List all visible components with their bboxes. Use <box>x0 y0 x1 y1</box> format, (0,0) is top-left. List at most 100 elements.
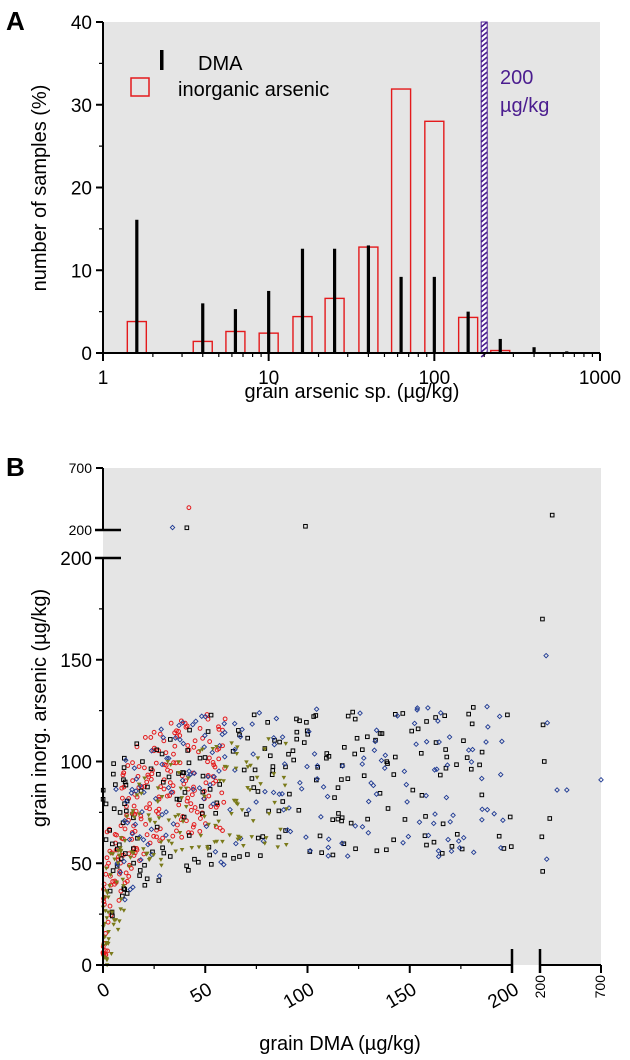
point-square <box>392 754 398 760</box>
point-circle <box>172 730 178 736</box>
point-diamond <box>298 785 305 792</box>
point-circle <box>173 760 179 766</box>
point-circle <box>188 801 194 807</box>
point-triangle <box>229 812 234 817</box>
point-circle <box>206 793 212 799</box>
point-triangle <box>176 770 182 775</box>
point-circle <box>203 780 209 786</box>
point-square <box>354 735 360 741</box>
point-diamond <box>220 861 227 868</box>
point-diamond <box>158 726 165 733</box>
point-triangle <box>141 847 146 852</box>
point-circle <box>142 735 148 740</box>
threshold-hatch <box>480 86 488 93</box>
point-triangle <box>155 786 161 791</box>
x-tick-label-a: 1000 <box>579 368 621 389</box>
point-square <box>244 811 249 817</box>
point-triangle <box>114 880 120 885</box>
point-circle <box>194 809 200 815</box>
threshold-hatch <box>480 166 488 173</box>
threshold-hatch <box>480 151 488 158</box>
threshold-hatch <box>480 76 488 83</box>
point-circle <box>170 789 176 795</box>
point-square <box>186 760 192 766</box>
point-circle <box>205 759 210 765</box>
point-triangle <box>281 775 287 780</box>
threshold-hatch <box>480 226 488 233</box>
point-circle <box>183 724 189 730</box>
point-diamond <box>403 781 410 788</box>
point-diamond <box>435 718 441 724</box>
point-circle <box>185 743 191 748</box>
point-square <box>258 853 263 858</box>
point-square <box>118 856 124 861</box>
point-diamond <box>128 790 135 796</box>
point-circle <box>190 824 196 830</box>
point-diamond <box>216 768 222 774</box>
point-square <box>290 748 296 754</box>
point-circle <box>126 874 132 879</box>
point-circle <box>216 756 222 762</box>
threshold-hatch <box>480 181 488 188</box>
point-circle <box>144 779 150 785</box>
point-square <box>291 757 297 763</box>
y-axis-label-b: grain inorg. arsenic (µg/kg) <box>29 589 51 827</box>
point-diamond <box>304 763 310 770</box>
point-circle <box>167 793 173 798</box>
point-square <box>539 834 545 840</box>
point-square <box>341 841 347 847</box>
point-diamond <box>413 741 419 748</box>
point-diamond <box>479 806 486 813</box>
point-triangle <box>183 804 189 809</box>
point-diamond <box>139 809 145 815</box>
point-circle <box>189 792 195 798</box>
x-tick-label-a: 10 <box>258 368 279 389</box>
threshold-hatch <box>480 131 488 138</box>
point-diamond <box>196 785 203 791</box>
point-square <box>184 863 189 869</box>
point-square <box>324 751 330 756</box>
threshold-hatch <box>480 196 488 203</box>
point-diamond <box>233 840 239 847</box>
point-diamond <box>203 823 210 830</box>
point-circle <box>206 755 212 761</box>
point-diamond <box>287 828 294 835</box>
point-circle <box>205 772 211 778</box>
point-square <box>241 767 247 773</box>
point-circle <box>130 760 135 766</box>
point-diamond <box>373 791 380 797</box>
point-triangle <box>103 866 109 871</box>
point-circle <box>120 772 126 778</box>
point-diamond <box>469 746 476 753</box>
point-triangle <box>139 791 144 796</box>
point-diamond <box>303 834 309 841</box>
threshold-hatch <box>480 326 488 333</box>
point-square <box>352 751 358 757</box>
point-triangle <box>122 839 128 844</box>
point-diamond <box>598 776 604 783</box>
point-square <box>154 824 160 830</box>
point-circle <box>142 783 148 789</box>
point-circle <box>143 821 148 827</box>
point-diamond <box>554 787 560 793</box>
point-circle <box>174 822 180 828</box>
threshold-hatch <box>480 216 488 223</box>
point-circle <box>162 762 167 768</box>
point-square <box>156 878 162 883</box>
point-diamond <box>163 832 169 839</box>
point-triangle <box>111 918 117 923</box>
point-circle <box>119 795 125 801</box>
point-diamond <box>468 759 475 765</box>
axes-a: 0 10 20 30 40 1 10 100 1000 <box>71 13 621 389</box>
point-square <box>384 847 389 853</box>
y-tick-label-a: 20 <box>71 179 92 200</box>
point-triangle <box>142 776 147 781</box>
point-square <box>479 792 485 798</box>
point-diamond <box>314 775 321 782</box>
point-circle <box>112 881 117 887</box>
point-diamond <box>202 732 208 739</box>
point-diamond <box>311 751 318 757</box>
point-circle <box>181 781 187 787</box>
point-square <box>209 862 214 867</box>
point-triangle <box>283 842 289 847</box>
